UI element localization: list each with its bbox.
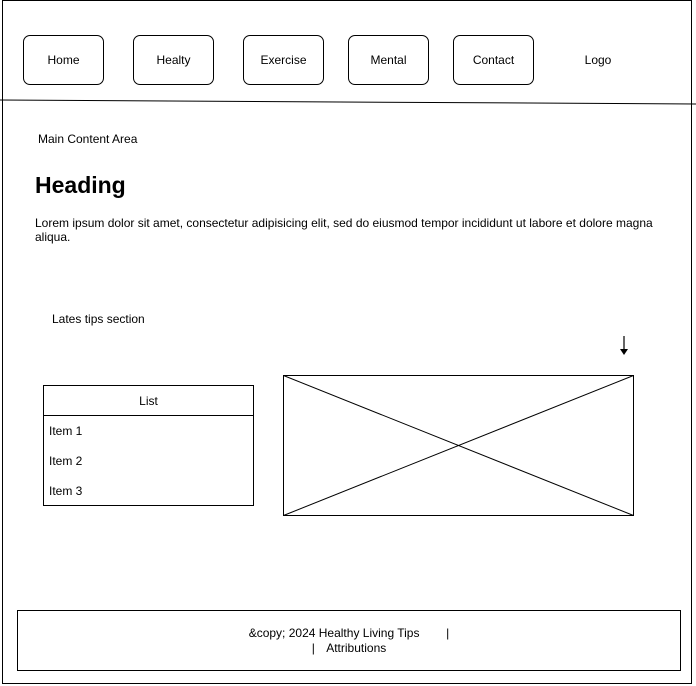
nav-contact-button[interactable]: Contact	[453, 35, 534, 85]
logo[interactable]: Logo	[584, 53, 612, 67]
nav-exercise-button[interactable]: Exercise	[243, 35, 324, 85]
list-item[interactable]: Item 3	[49, 484, 83, 498]
list-item[interactable]: Item 1	[49, 424, 83, 438]
nav-home-button[interactable]: Home	[23, 35, 104, 85]
list-item[interactable]: Item 2	[49, 454, 83, 468]
nav-home-label: Home	[47, 53, 80, 67]
arrow-down-icon	[620, 336, 628, 355]
footer-separator: |	[311, 641, 315, 655]
intro-paragraph: Lorem ipsum dolor sit amet, consectetur …	[35, 216, 653, 244]
footer-attributions-link[interactable]: Attributions	[326, 641, 387, 655]
list-title: List	[44, 386, 253, 416]
nav-healty-button[interactable]: Healty	[133, 35, 214, 85]
footer-attributions-line: | Attributions	[18, 641, 680, 655]
header-divider	[0, 99, 696, 105]
nav-mental-button[interactable]: Mental	[348, 35, 429, 85]
main-content-label: Main Content Area	[38, 132, 138, 146]
nav-exercise-label: Exercise	[260, 53, 307, 67]
footer-copyright: &copy; 2024 Healthy Living Tips	[248, 626, 420, 640]
footer-copyright-line: &copy; 2024 Healthy Living Tips |	[18, 626, 680, 640]
nav-healty-label: Healty	[156, 53, 191, 67]
tips-list: List Item 1 Item 2 Item 3	[43, 385, 254, 506]
page-heading: Heading	[35, 172, 126, 198]
nav-contact-label: Contact	[472, 53, 515, 67]
nav-mental-label: Mental	[370, 53, 407, 67]
footer-separator: |	[446, 626, 450, 640]
tips-section-label: Lates tips section	[52, 312, 145, 326]
footer: &copy; 2024 Healthy Living Tips | | Attr…	[17, 610, 681, 671]
image-placeholder	[283, 375, 634, 516]
